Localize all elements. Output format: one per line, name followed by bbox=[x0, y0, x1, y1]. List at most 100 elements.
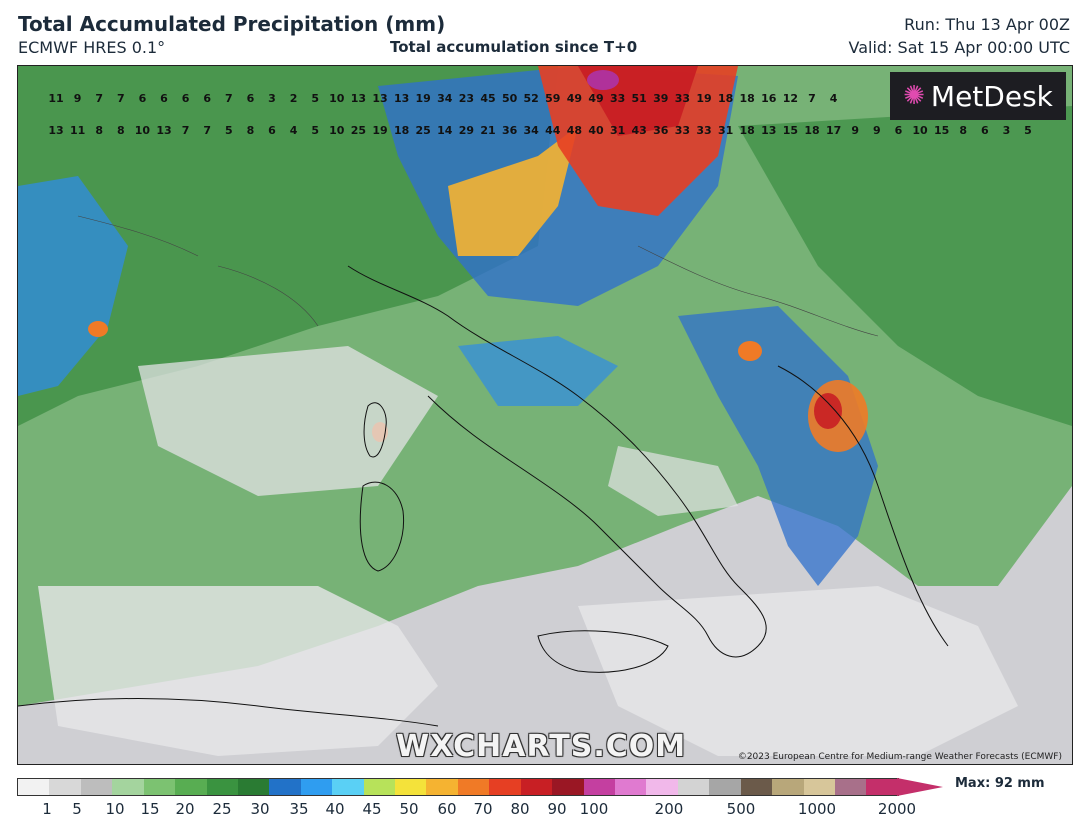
grid-value: 4 bbox=[290, 124, 298, 137]
grid-value: 43 bbox=[632, 124, 647, 137]
metdesk-burst-icon: ✺ bbox=[903, 81, 925, 111]
legend-color-cell bbox=[583, 779, 616, 795]
grid-value: 18 bbox=[804, 124, 819, 137]
grid-value: 6 bbox=[139, 92, 147, 105]
wxcharts-watermark: WXCHARTS.COM bbox=[396, 729, 687, 764]
legend-color-cell bbox=[269, 779, 301, 795]
legend-tick-label: 10 bbox=[105, 800, 125, 818]
legend-tick-label: 5 bbox=[72, 800, 82, 818]
legend-color-cell bbox=[18, 779, 50, 795]
grid-value: 34 bbox=[524, 124, 540, 137]
grid-value: 13 bbox=[48, 124, 63, 137]
grid-value: 9 bbox=[851, 124, 859, 137]
grid-value: 36 bbox=[502, 124, 518, 137]
legend-color-cell bbox=[457, 779, 490, 795]
grid-value: 9 bbox=[74, 92, 82, 105]
grid-value: 33 bbox=[675, 124, 690, 137]
grid-value: 45 bbox=[480, 92, 495, 105]
grid-value: 7 bbox=[225, 92, 233, 105]
grid-value: 19 bbox=[372, 124, 387, 137]
grid-value: 13 bbox=[761, 124, 776, 137]
grid-value: 4 bbox=[830, 92, 838, 105]
legend-tick-label: 40 bbox=[325, 800, 345, 818]
legend-color-cell bbox=[49, 779, 81, 795]
grid-value: 10 bbox=[912, 124, 928, 137]
legend-tick-label: 20 bbox=[175, 800, 195, 818]
legend-tick-label: 500 bbox=[726, 800, 756, 818]
legend-tick-label: 1 bbox=[42, 800, 52, 818]
legend-tick-label: 30 bbox=[250, 800, 270, 818]
grid-value: 7 bbox=[203, 124, 211, 137]
grid-value: 19 bbox=[416, 92, 431, 105]
grid-value: 49 bbox=[588, 92, 603, 105]
legend-color-cell bbox=[772, 779, 804, 795]
grid-value: 5 bbox=[225, 124, 233, 137]
grid-value: 16 bbox=[761, 92, 777, 105]
grid-value: 5 bbox=[311, 124, 319, 137]
legend-color-cell bbox=[677, 779, 710, 795]
grid-value: 8 bbox=[117, 124, 125, 137]
precipitation-legend: Max: 92 mm 1 5 10 15 20 25 30 35 40 45 50 60 70 80 90 1… bbox=[17, 776, 1071, 835]
grid-value: 5 bbox=[1024, 124, 1032, 137]
accumulation-subtitle: Total accumulation since T+0 bbox=[390, 38, 638, 56]
grid-value: 6 bbox=[247, 92, 255, 105]
legend-color-cell bbox=[80, 779, 113, 795]
legend-tick-label: 2000 bbox=[877, 800, 917, 818]
grid-value: 11 bbox=[70, 124, 85, 137]
legend-tick-label: 70 bbox=[473, 800, 493, 818]
grid-value: 12 bbox=[783, 92, 798, 105]
grid-value: 51 bbox=[632, 92, 647, 105]
grid-value: 39 bbox=[653, 92, 668, 105]
legend-tick-label: 50 bbox=[399, 800, 419, 818]
legend-color-cell bbox=[395, 779, 427, 795]
legend-color-cell bbox=[489, 779, 521, 795]
grid-value: 33 bbox=[610, 92, 625, 105]
grid-value: 18 bbox=[740, 92, 755, 105]
ecmwf-copyright: ©2023 European Centre for Medium-range W… bbox=[737, 752, 1062, 762]
grid-value: 6 bbox=[981, 124, 989, 137]
grid-value: 21 bbox=[480, 124, 495, 137]
legend-tick-label: 25 bbox=[212, 800, 232, 818]
legend-color-cell bbox=[646, 779, 678, 795]
legend-color-cell bbox=[237, 779, 270, 795]
legend-tick-label: 80 bbox=[510, 800, 530, 818]
legend-color-cell bbox=[143, 779, 176, 795]
logo-text: MetDesk bbox=[930, 79, 1053, 113]
grid-value: 19 bbox=[696, 92, 711, 105]
grid-value: 18 bbox=[718, 92, 733, 105]
legend-color-cell bbox=[300, 779, 333, 795]
map-title: Total Accumulated Precipitation (mm) bbox=[18, 12, 446, 36]
legend-tick-label: 60 bbox=[437, 800, 457, 818]
legend-color-cell bbox=[332, 779, 364, 795]
legend-tick-label: 100 bbox=[579, 800, 609, 818]
grid-value: 23 bbox=[459, 92, 474, 105]
metdesk-logo: ✺ MetDesk bbox=[890, 72, 1066, 120]
legend-color-cell bbox=[112, 779, 144, 795]
legend-max-arrow bbox=[897, 778, 943, 796]
grid-value: 15 bbox=[783, 124, 798, 137]
legend-tick-label: 35 bbox=[289, 800, 309, 818]
grid-value: 10 bbox=[329, 92, 345, 105]
grid-value: 13 bbox=[394, 92, 409, 105]
max-value-label: Max: 92 mm bbox=[955, 776, 1045, 791]
grid-value: 31 bbox=[610, 124, 625, 137]
legend-color-cell bbox=[175, 779, 207, 795]
grid-value: 15 bbox=[934, 124, 949, 137]
precipitation-map: 11 9 7 7 6 6 6 6 7 6 3 2 5 10 13 13 13 19 34 23 45 50 52 59 49 49… bbox=[17, 65, 1073, 765]
legend-color-cell bbox=[709, 779, 741, 795]
model-label: ECMWF HRES 0.1° bbox=[18, 38, 166, 57]
legend-tick-label: 1000 bbox=[797, 800, 837, 818]
grid-value: 44 bbox=[545, 124, 561, 137]
grid-value: 31 bbox=[718, 124, 733, 137]
grid-value: 29 bbox=[459, 124, 474, 137]
legend-color-cell bbox=[834, 779, 867, 795]
grid-value: 50 bbox=[502, 92, 518, 105]
grid-value: 6 bbox=[895, 124, 903, 137]
grid-value: 5 bbox=[311, 92, 319, 105]
legend-tick-labels: 1 5 10 15 20 25 30 35 40 45 50 60 70 80 90 100 200 500 100… bbox=[17, 800, 917, 820]
grid-value: 14 bbox=[437, 124, 453, 137]
legend-color-cell bbox=[740, 779, 773, 795]
grid-value: 11 bbox=[48, 92, 63, 105]
grid-value: 17 bbox=[826, 124, 841, 137]
grid-value: 6 bbox=[203, 92, 211, 105]
